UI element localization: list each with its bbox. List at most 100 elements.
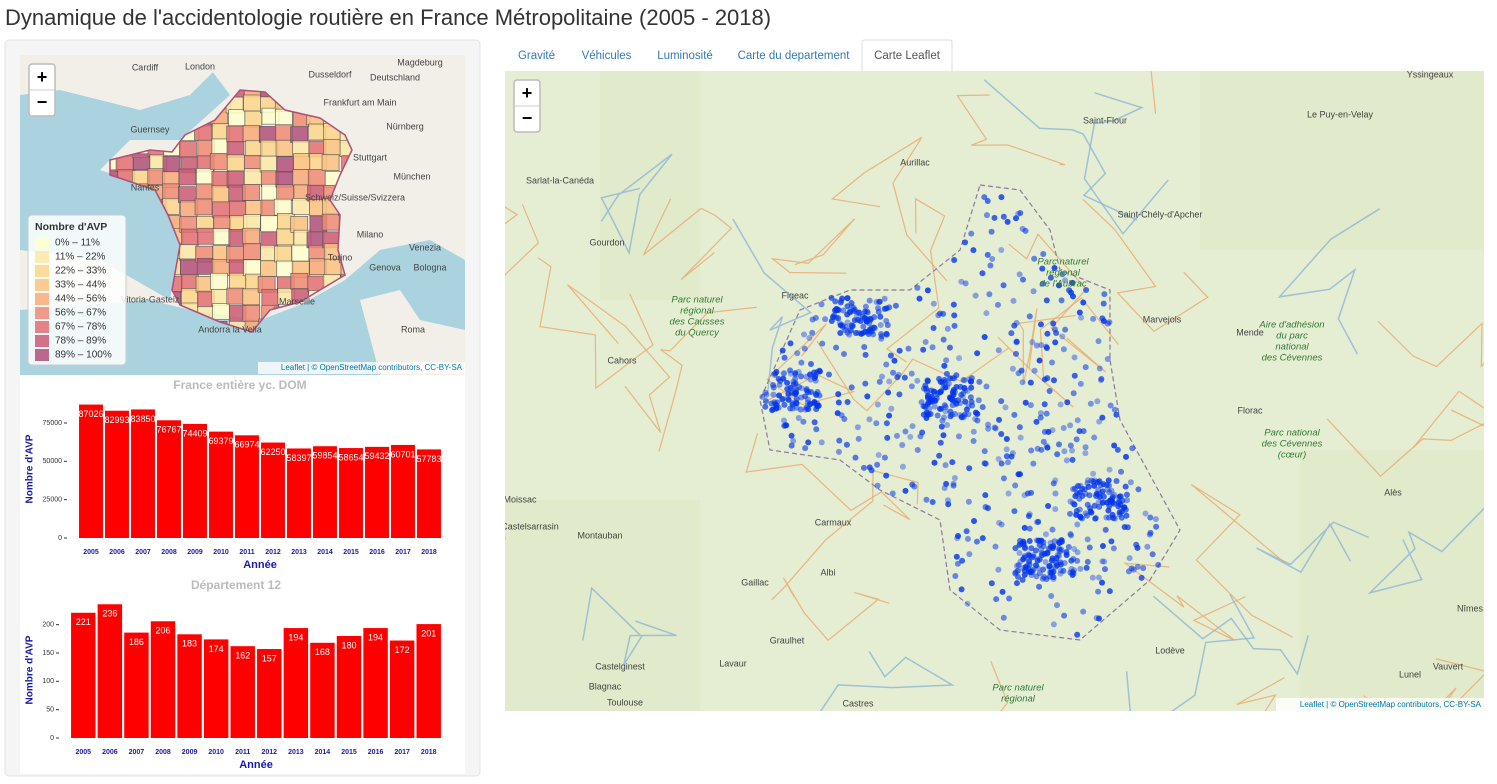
accident-point xyxy=(945,501,952,508)
department xyxy=(196,258,215,275)
accident-point xyxy=(995,456,1002,463)
x-tick-label: 2013 xyxy=(291,549,307,556)
accident-point xyxy=(943,370,950,377)
accident-point xyxy=(1106,588,1113,595)
accident-point xyxy=(886,304,893,311)
accident-point xyxy=(1057,559,1064,566)
road xyxy=(1236,677,1285,711)
attribution[interactable]: Leaflet | © OpenStreetMap contributors, … xyxy=(281,363,463,372)
accident-point xyxy=(1077,514,1084,521)
place-label: Guernsey xyxy=(130,124,170,134)
accident-point xyxy=(895,371,902,378)
accident-point xyxy=(970,428,977,435)
accident-point xyxy=(1071,501,1078,508)
road xyxy=(745,433,911,521)
accident-point xyxy=(1073,436,1080,443)
bar xyxy=(157,420,181,538)
legend-swatch xyxy=(35,307,49,319)
accident-point xyxy=(1036,583,1043,590)
park-label: régional xyxy=(1046,268,1081,279)
accident-point xyxy=(930,324,937,331)
tab[interactable]: Carte du departement xyxy=(738,50,851,62)
accident-point xyxy=(844,295,851,302)
road xyxy=(770,218,856,274)
zoom-out[interactable]: − xyxy=(522,108,533,128)
accident-point xyxy=(1052,506,1059,513)
tab[interactable]: Gravité xyxy=(518,50,555,62)
accident-point xyxy=(832,298,839,305)
bar xyxy=(365,446,389,538)
accident-point xyxy=(985,425,992,432)
accident-point xyxy=(899,442,906,449)
accident-point xyxy=(1008,330,1015,337)
accident-point xyxy=(1043,343,1050,350)
place-label: Saint-Chély-d'Apcher xyxy=(1118,209,1203,219)
legend-label: 0% – 11% xyxy=(55,238,100,249)
accident-point xyxy=(887,352,894,359)
place-label: Magdeburg xyxy=(397,57,443,67)
accident-point xyxy=(892,302,899,309)
legend-label: 89% – 100% xyxy=(55,350,112,361)
accident-point xyxy=(1067,510,1074,517)
accident-point xyxy=(988,580,995,587)
value-label: 186 xyxy=(129,637,144,647)
accident-point xyxy=(846,308,853,315)
place-label: Carmaux xyxy=(815,517,852,527)
river xyxy=(1083,92,1169,236)
accident-point xyxy=(1103,482,1110,489)
road xyxy=(567,284,671,433)
tab-active[interactable] xyxy=(861,39,953,71)
department xyxy=(243,168,262,185)
department-border xyxy=(759,184,1181,641)
accident-point xyxy=(763,391,770,398)
accident-point xyxy=(923,496,930,503)
department xyxy=(321,154,340,171)
accident-point xyxy=(835,307,842,314)
accident-point xyxy=(819,340,826,347)
zoom-in[interactable]: + xyxy=(37,67,48,87)
accident-point xyxy=(1026,313,1033,320)
accident-point xyxy=(883,472,890,479)
accident-point xyxy=(1090,470,1097,477)
accident-point xyxy=(1096,615,1103,622)
accident-point xyxy=(878,333,885,340)
accident-point xyxy=(889,490,896,497)
place-label: Dusseldorf xyxy=(308,69,352,79)
attribution[interactable]: Leaflet | © OpenStreetMap contributors, … xyxy=(1300,700,1482,709)
accident-point xyxy=(802,393,809,400)
accident-point xyxy=(1043,297,1050,304)
accident-point xyxy=(957,400,964,407)
accident-point xyxy=(837,330,844,337)
accident-point xyxy=(972,409,979,416)
accident-point xyxy=(1074,549,1081,556)
bar xyxy=(203,639,229,738)
accident-point xyxy=(902,487,909,494)
accident-point xyxy=(1061,612,1068,619)
zoom-out[interactable]: − xyxy=(37,92,48,112)
accident-point xyxy=(1070,500,1077,507)
zoom-in[interactable]: + xyxy=(522,83,533,103)
accident-point xyxy=(1049,526,1056,533)
place-label: Nîmes xyxy=(1457,603,1484,613)
accident-point xyxy=(840,350,847,357)
accident-point xyxy=(811,419,818,426)
accident-point xyxy=(837,299,844,306)
place-label: Stuttgart xyxy=(353,152,388,162)
accident-point xyxy=(950,480,957,487)
accident-point xyxy=(1086,544,1093,551)
place-label: Deutschland xyxy=(370,72,420,82)
tab[interactable]: Luminosité xyxy=(657,50,713,62)
accident-point xyxy=(955,397,962,404)
department xyxy=(243,94,261,112)
accident-point xyxy=(942,404,949,411)
accident-point xyxy=(1020,541,1027,548)
tab[interactable]: Véhicules xyxy=(582,50,632,62)
department xyxy=(309,258,327,276)
place-label: Lavaur xyxy=(719,658,747,668)
place-label: Frankfurt am Main xyxy=(323,97,396,107)
accident-point xyxy=(1102,566,1109,573)
tab[interactable]: Carte Leaflet xyxy=(874,50,941,62)
accident-point xyxy=(966,465,973,472)
bar xyxy=(124,632,149,738)
